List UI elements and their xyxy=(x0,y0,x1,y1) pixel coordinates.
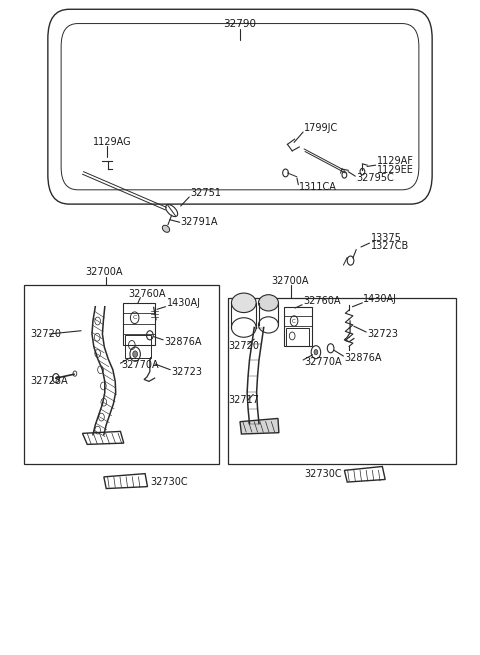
Ellipse shape xyxy=(162,225,169,233)
Text: 32728A: 32728A xyxy=(30,376,68,386)
Text: 1327CB: 1327CB xyxy=(371,240,409,251)
Text: 32760A: 32760A xyxy=(303,296,341,306)
Text: 32720: 32720 xyxy=(228,341,260,350)
Text: 1430AJ: 1430AJ xyxy=(167,298,201,308)
Text: 32720: 32720 xyxy=(30,329,61,339)
Text: 32770A: 32770A xyxy=(121,360,159,370)
Text: 32791A: 32791A xyxy=(180,217,218,227)
Ellipse shape xyxy=(259,295,278,311)
Bar xyxy=(24,286,219,464)
Text: 32790: 32790 xyxy=(224,19,256,29)
Text: 32751: 32751 xyxy=(190,188,221,198)
Ellipse shape xyxy=(231,293,256,312)
Circle shape xyxy=(133,351,138,358)
Text: 32876A: 32876A xyxy=(344,353,382,363)
Text: 32760A: 32760A xyxy=(129,289,166,299)
Text: 32876A: 32876A xyxy=(164,337,202,346)
Text: 1129AG: 1129AG xyxy=(93,138,132,147)
Text: 32730C: 32730C xyxy=(150,477,188,487)
Text: 1129EE: 1129EE xyxy=(377,164,413,175)
Text: 32723: 32723 xyxy=(171,367,202,377)
Text: 32770A: 32770A xyxy=(304,357,342,367)
Bar xyxy=(228,298,456,464)
Text: 1311CA: 1311CA xyxy=(300,181,337,191)
Text: C: C xyxy=(132,315,137,320)
Polygon shape xyxy=(240,419,279,434)
Text: 32700A: 32700A xyxy=(86,267,123,277)
Text: 1799JC: 1799JC xyxy=(304,123,338,133)
Text: C: C xyxy=(292,318,296,324)
Text: 1129AF: 1129AF xyxy=(377,156,413,166)
Text: 32700A: 32700A xyxy=(271,276,308,286)
Circle shape xyxy=(314,350,318,355)
Text: 13375: 13375 xyxy=(371,233,401,243)
Text: 32723: 32723 xyxy=(367,329,398,339)
Text: 32717: 32717 xyxy=(228,395,260,405)
Text: 32730C: 32730C xyxy=(304,468,342,479)
Text: 1430AJ: 1430AJ xyxy=(363,294,397,304)
Text: 32795C: 32795C xyxy=(356,173,394,183)
